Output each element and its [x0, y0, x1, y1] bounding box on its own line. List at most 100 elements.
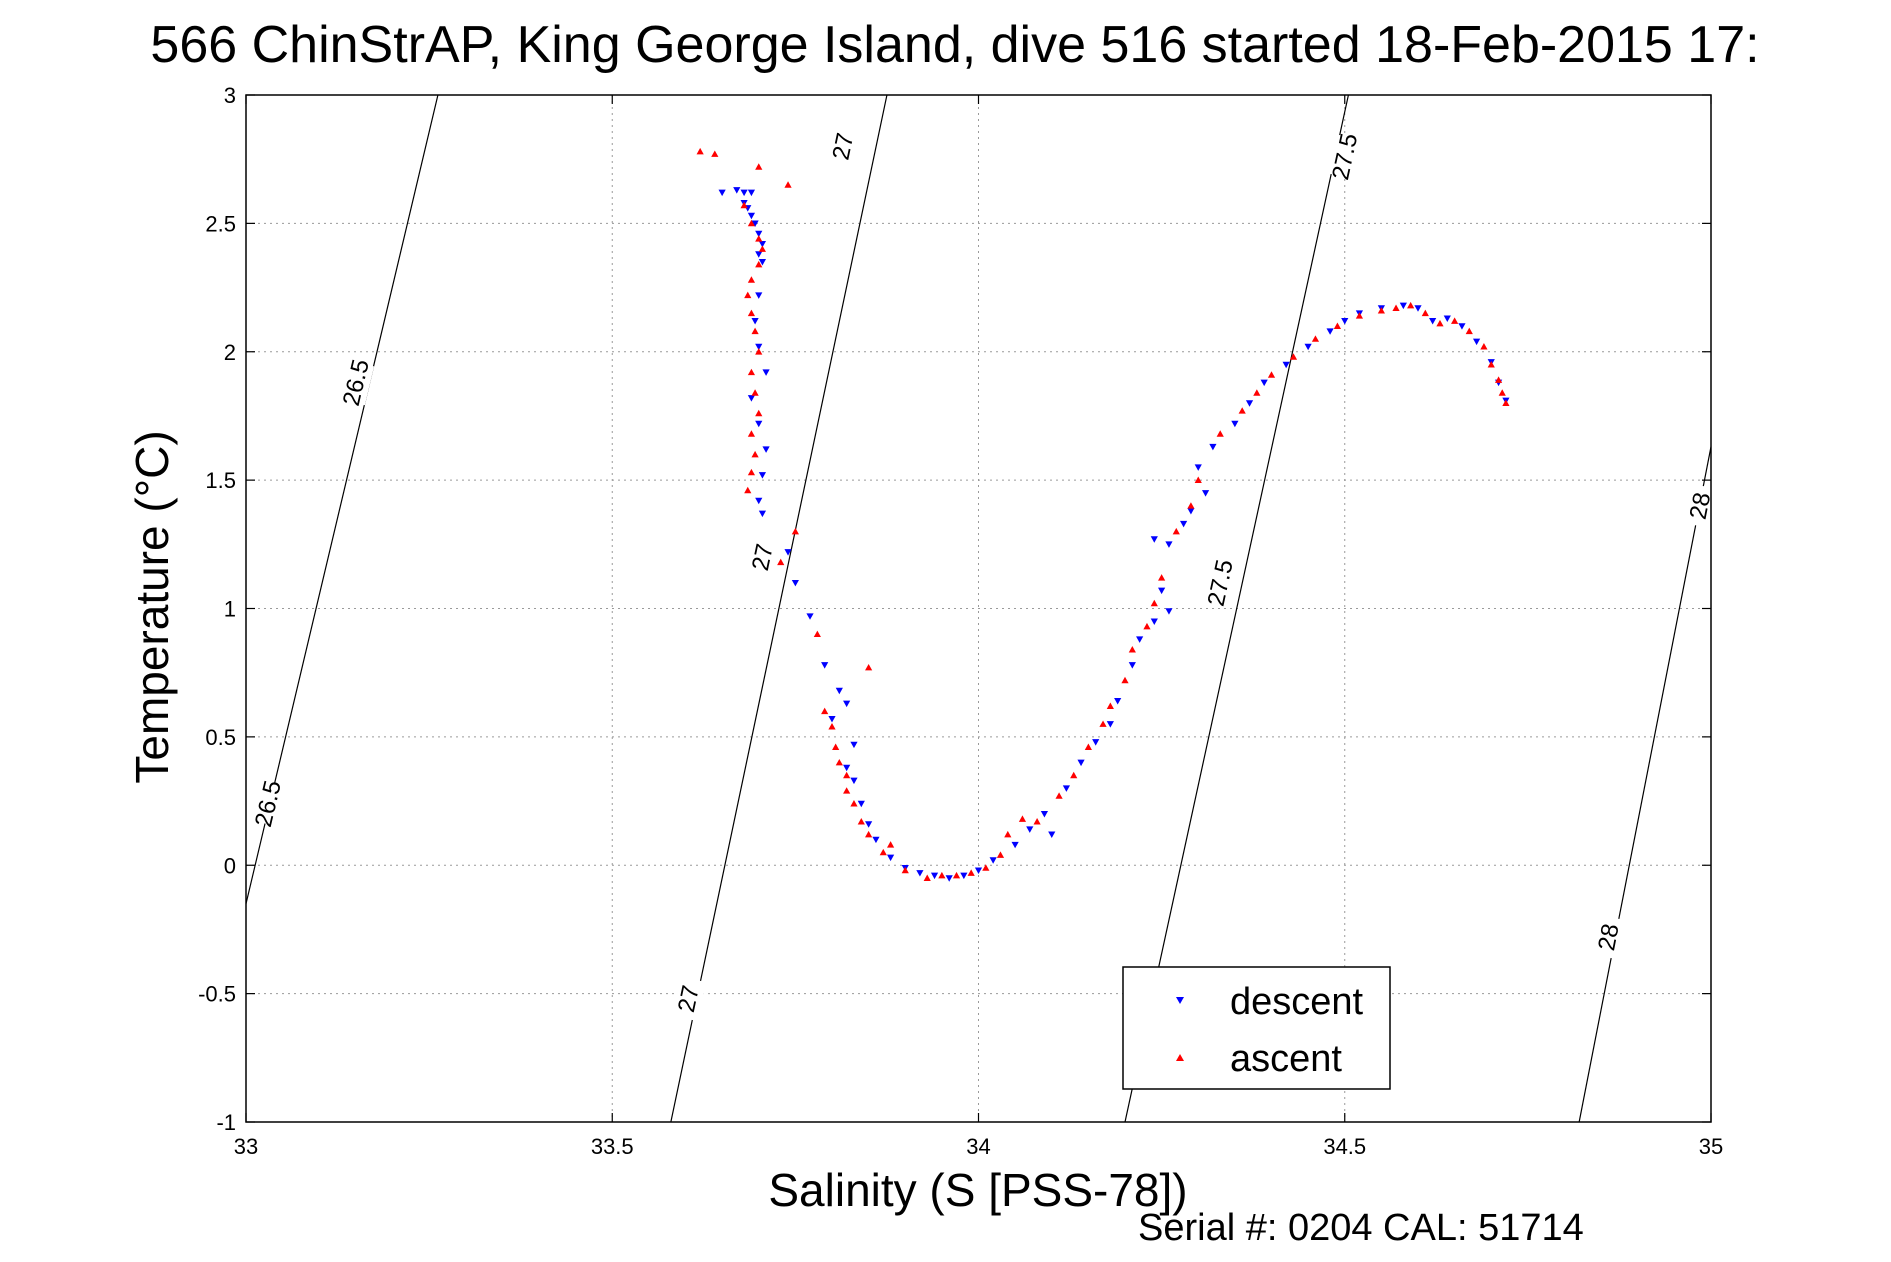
ascent-point [1238, 407, 1246, 414]
ascent-point [1004, 830, 1012, 838]
descent-point [1194, 464, 1202, 471]
ascent-point [1311, 335, 1320, 342]
legend-marker-ascent [1176, 1054, 1184, 1061]
ascent-point [1502, 399, 1510, 406]
grid [246, 95, 1711, 1122]
descent-point [1282, 361, 1290, 369]
chart-title: 566 ChinStrAP, King George Island, dive … [150, 16, 1759, 74]
x-tick-label: 33.5 [591, 1134, 634, 1159]
ascent-point [843, 787, 851, 794]
density-contour-28 [1578, 446, 1712, 1123]
ascent-point [755, 163, 763, 170]
ascent-point [1421, 309, 1429, 317]
ascent-point [1216, 430, 1224, 437]
descent-point [755, 420, 763, 428]
descent-point [1077, 759, 1085, 767]
ascent-point [758, 245, 767, 252]
descent-point [1245, 400, 1254, 407]
ascent-point [1377, 307, 1385, 314]
contour-label-backdrop [1202, 560, 1239, 606]
ascent-point [1253, 389, 1261, 396]
descent-point [755, 497, 763, 505]
descent-point [828, 716, 836, 723]
descent-point [974, 867, 983, 874]
descent-point [1209, 443, 1217, 451]
ascent-point [1194, 476, 1202, 484]
ascent-point [747, 309, 756, 317]
y-axis-label: Temperature (°C) [126, 430, 178, 783]
descent-point [758, 510, 767, 518]
descent-point [747, 189, 756, 197]
ascent-point [850, 800, 858, 807]
ascent-point [1128, 645, 1136, 653]
ascent-point [1487, 360, 1495, 368]
contour-label: 27 [747, 541, 779, 573]
ascent-point [755, 235, 763, 242]
descent-point [835, 687, 843, 695]
descent-point [751, 220, 759, 227]
descent-point [784, 549, 792, 556]
ascent-point [751, 327, 759, 335]
ascent-point [751, 450, 759, 458]
descent-point [1011, 841, 1019, 849]
descent-point [1399, 302, 1407, 310]
descent-point [857, 800, 865, 808]
legend: descent ascent [1122, 966, 1391, 1090]
ascent-point [1084, 743, 1092, 751]
ascent-point [747, 468, 756, 476]
contour-label-backdrop [825, 123, 861, 169]
x-tick-label: 33 [234, 1134, 258, 1159]
density-contour-27.5 [1124, 94, 1349, 1123]
ascent-point [755, 260, 763, 268]
descent-point [1128, 662, 1136, 669]
y-tick-label: 0.5 [205, 725, 236, 750]
ascent-point [1392, 304, 1400, 311]
ascent-point [1451, 317, 1459, 324]
contour-label: 28 [1593, 922, 1625, 953]
descent-point [762, 369, 770, 376]
descent-point [843, 700, 851, 708]
contour-label-backdrop [744, 534, 781, 580]
x-axis-label: Salinity (S [PSS-78]) [768, 1164, 1187, 1216]
ascent-point [747, 430, 756, 437]
descent-point [930, 872, 939, 880]
descent-point [758, 241, 767, 248]
ascent-point [879, 848, 887, 856]
descent-point [887, 854, 895, 862]
descent-point [1165, 608, 1173, 615]
ascent-point [865, 663, 873, 671]
descent-point [762, 446, 770, 453]
ascent-point [865, 830, 873, 838]
descent-point [1165, 541, 1173, 548]
contour-label: 27 [673, 983, 705, 1015]
ascent-point [1480, 343, 1488, 350]
ascent-point [777, 558, 785, 566]
ascent-point [711, 150, 719, 157]
descent-point [1158, 587, 1166, 595]
y-tick-label: -1 [216, 1110, 236, 1135]
descent-point [850, 741, 858, 749]
ascent-point [1407, 301, 1415, 309]
x-tick-label: 35 [1699, 1134, 1723, 1159]
descent-point [1458, 323, 1466, 330]
ascent-point [857, 818, 865, 825]
descent-point [945, 875, 953, 882]
descent-point [1114, 698, 1122, 705]
descent-point [747, 212, 756, 220]
descent-point [1136, 636, 1144, 643]
y-tick-label: 2.5 [205, 211, 236, 236]
ascent-point [821, 707, 829, 715]
x-tick-label: 34.5 [1323, 1134, 1366, 1159]
descent-point [806, 613, 814, 620]
ascent-point [744, 486, 752, 494]
descent-point [733, 187, 741, 194]
ascent-point [1333, 322, 1342, 329]
contour-label-backdrop [249, 780, 287, 827]
y-tick-label: 0 [224, 853, 236, 878]
serial-cal-footer: Serial #: 0204 CAL: 51714 [1138, 1207, 1584, 1249]
descent-point [1231, 420, 1239, 428]
ascent-point [828, 723, 836, 730]
descent-point [1429, 318, 1437, 325]
ascent-point [1033, 818, 1041, 825]
ascent-point [747, 276, 756, 283]
